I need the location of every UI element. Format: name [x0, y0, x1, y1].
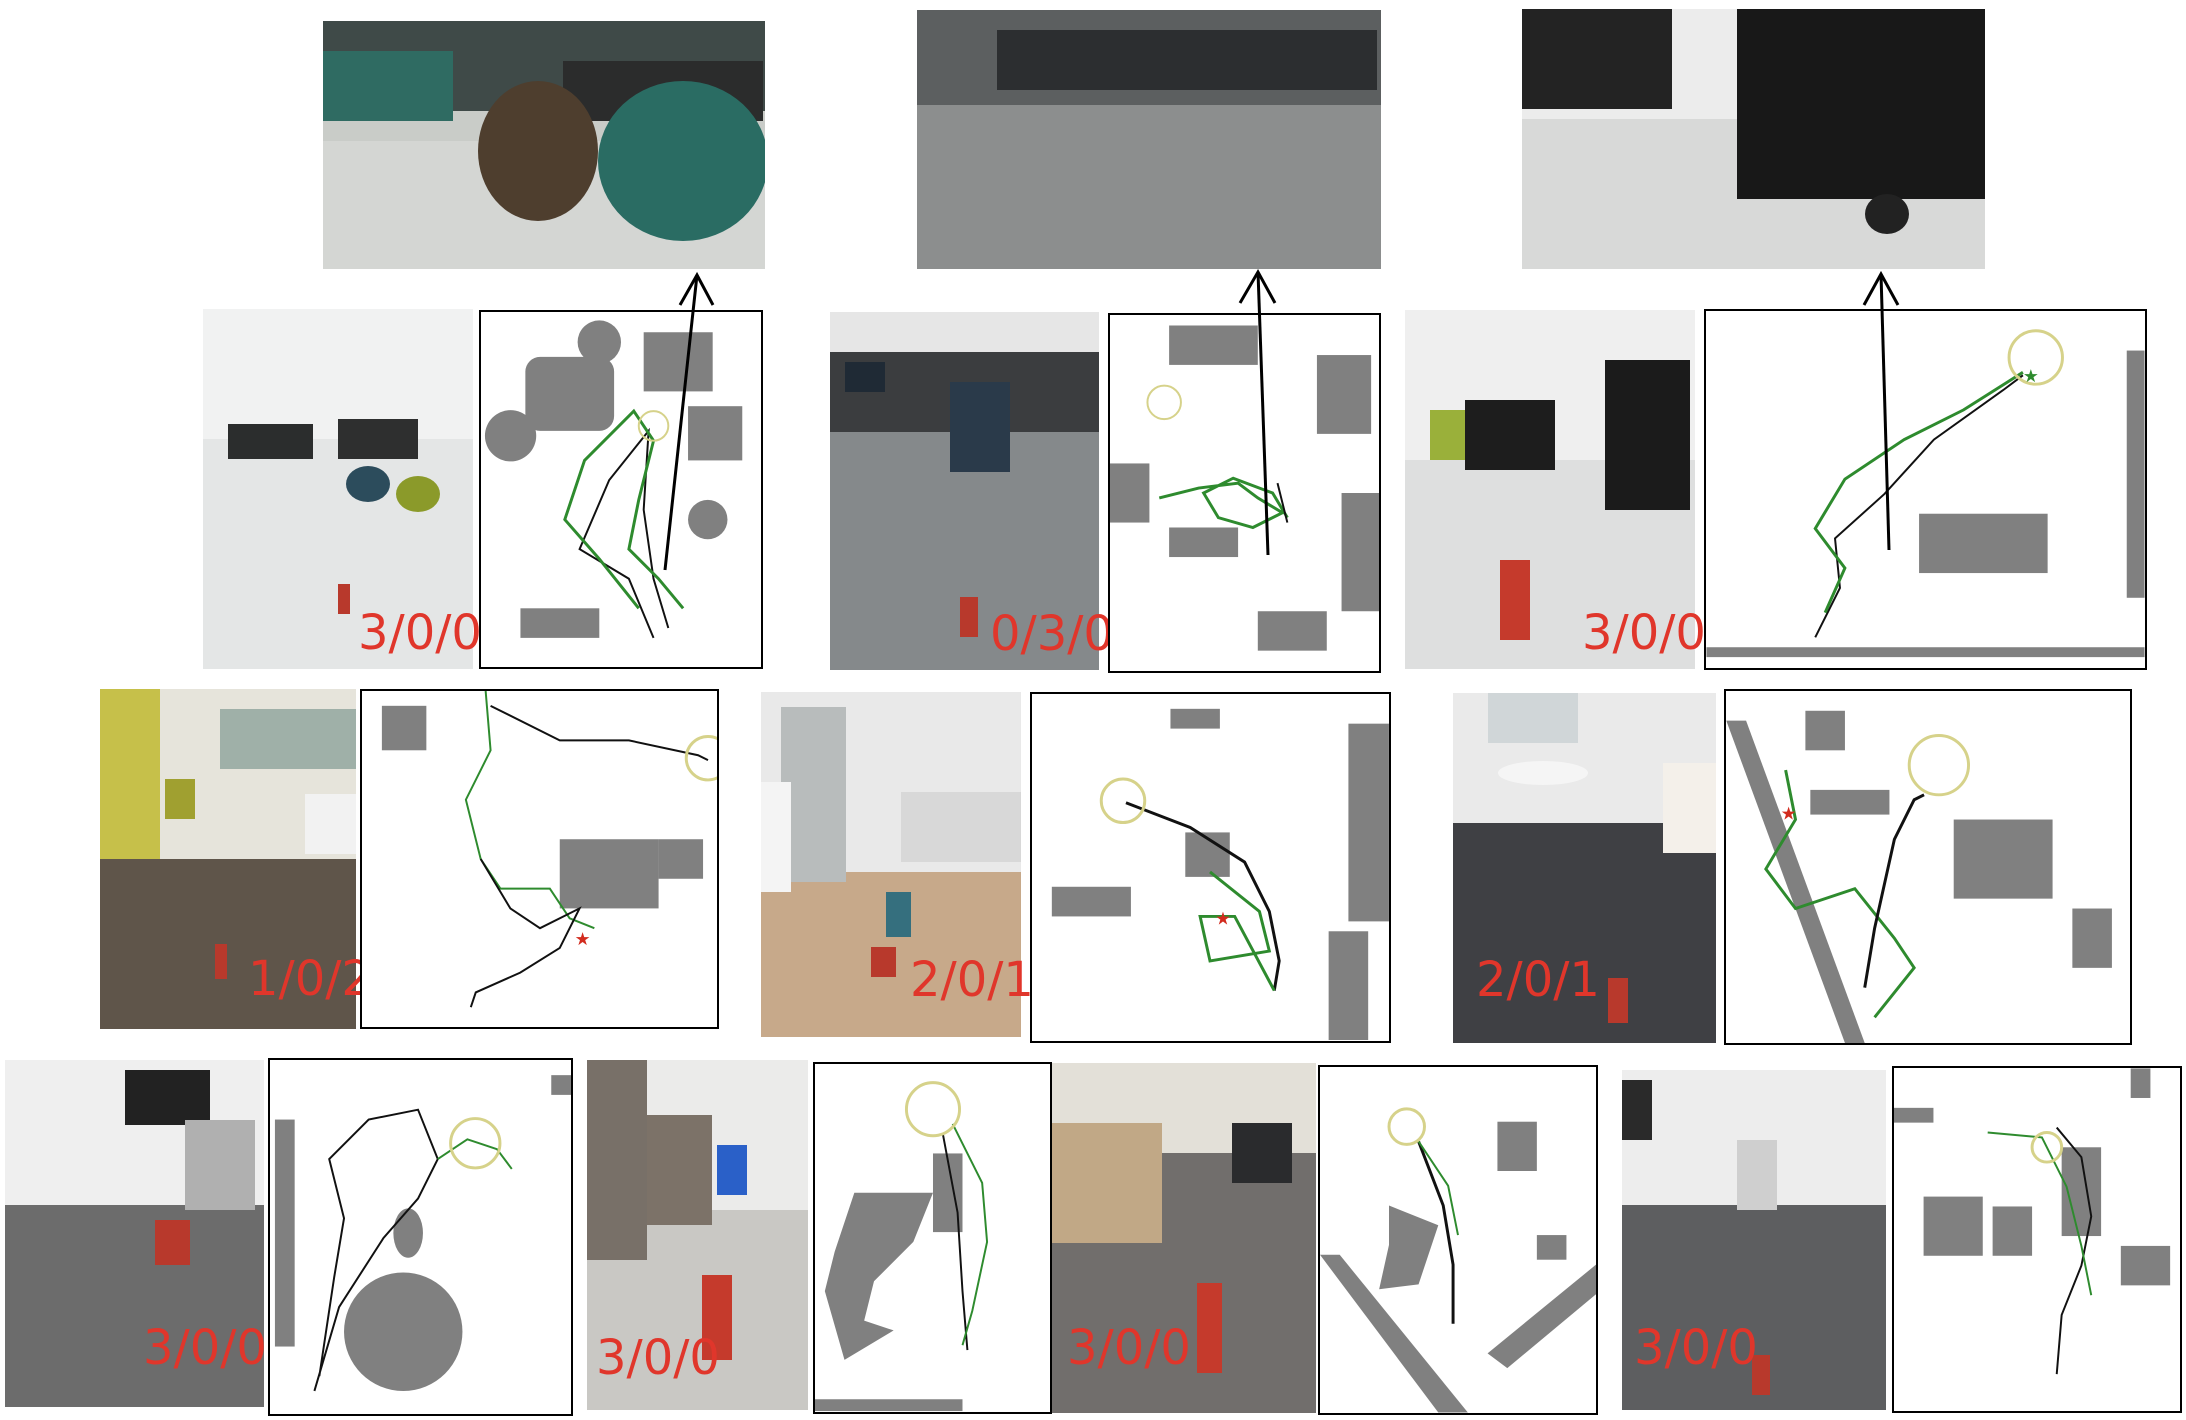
episode-6-photo	[1453, 693, 1716, 1043]
episode-4-map: ★	[360, 689, 719, 1029]
svg-text:★: ★	[575, 929, 591, 950]
episode-2-score: 0/3/0	[990, 606, 1114, 662]
episode-10-score: 3/0/0	[1634, 1320, 1758, 1376]
episode-3-map: ★	[1704, 309, 2147, 670]
svg-text:★: ★	[1781, 804, 1797, 825]
episode-9-map	[1318, 1065, 1598, 1415]
episode-3-score: 3/0/0	[1582, 605, 1706, 661]
episode-1-map	[479, 310, 763, 669]
episode-5-map: ★	[1030, 692, 1391, 1043]
episode-4-photo	[100, 689, 356, 1029]
robot-view-b	[917, 10, 1381, 269]
episode-7-score: 3/0/0	[143, 1320, 267, 1376]
episode-4-score: 1/0/2	[248, 951, 372, 1007]
episode-6-map: ★	[1724, 689, 2132, 1045]
episode-8-photo	[587, 1060, 808, 1410]
svg-text:★: ★	[1215, 908, 1231, 929]
episode-1-score: 3/0/0	[358, 605, 482, 661]
svg-text:★: ★	[2023, 366, 2039, 387]
episode-6-score: 2/0/1	[1476, 952, 1600, 1008]
episode-1-photo	[203, 309, 473, 669]
episode-8-map	[813, 1062, 1052, 1414]
episode-5-score: 2/0/1	[910, 952, 1034, 1008]
episode-2-map	[1108, 313, 1381, 673]
episode-9-photo	[1052, 1063, 1316, 1413]
episode-2-photo	[830, 312, 1099, 670]
episode-7-photo	[5, 1060, 264, 1407]
episode-5-photo	[761, 692, 1021, 1037]
episode-10-photo	[1622, 1070, 1886, 1410]
robot-view-c	[1522, 9, 1985, 269]
robot-view-a	[323, 21, 765, 269]
episode-9-score: 3/0/0	[1067, 1320, 1191, 1376]
episode-8-score: 3/0/0	[596, 1330, 720, 1386]
episode-3-photo	[1405, 310, 1695, 669]
episode-10-map	[1892, 1066, 2182, 1413]
episode-7-map	[268, 1058, 573, 1416]
